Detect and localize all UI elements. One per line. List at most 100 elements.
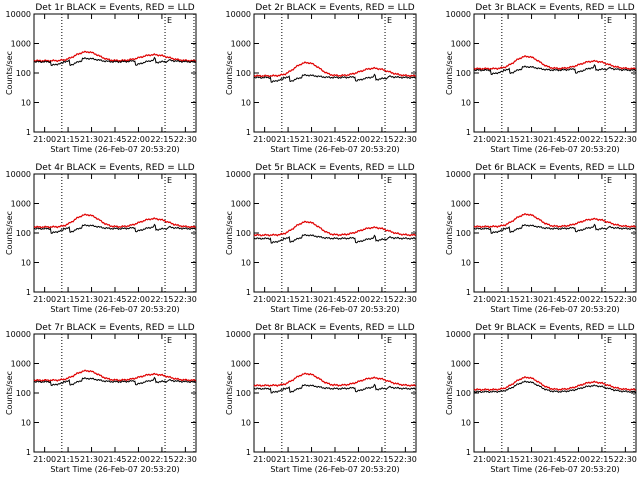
x-tick-label: 22:30 bbox=[614, 135, 637, 144]
x-tick-label: 22:00 bbox=[567, 295, 590, 304]
series-events-line bbox=[253, 383, 416, 394]
panel-det-1: Det 1r BLACK = Events, RED = LLD 1 10 100 10… bbox=[5, 3, 197, 154]
y-tick-label: 1 bbox=[246, 448, 251, 457]
panel-title: Det 7r BLACK = Events, RED = LLD bbox=[35, 323, 194, 333]
x-tick-label: 22:15 bbox=[590, 135, 613, 144]
series-lld-line bbox=[473, 55, 636, 71]
x-tick-label: 22:30 bbox=[394, 135, 417, 144]
x-tick-label: 21:30 bbox=[80, 135, 103, 144]
y-tick-label: 1000 bbox=[451, 200, 471, 209]
y-tick-label: 100 bbox=[236, 69, 251, 78]
series-events-line bbox=[473, 64, 636, 76]
x-tick-label: 21:15 bbox=[277, 135, 300, 144]
x-tick-label: 21:30 bbox=[300, 295, 323, 304]
x-tick-label: 21:15 bbox=[57, 135, 80, 144]
series-lld-line bbox=[473, 376, 636, 392]
y-axis-label: Counts/sec bbox=[225, 371, 234, 415]
series-events-line bbox=[253, 73, 416, 83]
x-tick-label: 21:15 bbox=[497, 295, 520, 304]
x-axis-label: Start Time (26-Feb-07 20:53:20) bbox=[490, 305, 619, 314]
x-tick-label: 21:45 bbox=[323, 455, 346, 464]
x-tick-label: 22:15 bbox=[370, 295, 393, 304]
y-tick-label: 10 bbox=[461, 419, 471, 428]
y-tick-label: 1 bbox=[466, 448, 471, 457]
y-tick-label: 1000 bbox=[11, 40, 31, 49]
x-tick-label: 21:30 bbox=[520, 455, 543, 464]
x-tick-label: 21:30 bbox=[80, 455, 103, 464]
x-tick-label: 21:15 bbox=[497, 135, 520, 144]
y-tick-label: 1 bbox=[246, 128, 251, 137]
y-tick-label: 100 bbox=[236, 229, 251, 238]
x-tick-label: 22:00 bbox=[347, 295, 370, 304]
x-tick-label: 21:30 bbox=[80, 295, 103, 304]
x-tick-label: 22:30 bbox=[174, 455, 197, 464]
y-tick-label: 10000 bbox=[6, 10, 31, 19]
plot-frame bbox=[33, 13, 197, 133]
y-tick-label: 10000 bbox=[446, 330, 471, 339]
y-tick-label: 10 bbox=[21, 419, 31, 428]
x-tick-label: 21:00 bbox=[473, 295, 496, 304]
y-tick-label: 1 bbox=[26, 288, 31, 297]
x-tick-label: 22:30 bbox=[614, 295, 637, 304]
y-tick-label: 10 bbox=[21, 259, 31, 268]
x-tick-label: 22:00 bbox=[127, 455, 150, 464]
panel-title: Det 8r BLACK = Events, RED = LLD bbox=[255, 323, 414, 333]
x-tick-label: 22:15 bbox=[150, 455, 173, 464]
y-tick-label: 10000 bbox=[446, 170, 471, 179]
x-tick-label: 21:45 bbox=[103, 135, 126, 144]
y-tick-label: 10000 bbox=[226, 170, 251, 179]
x-tick-label: 21:00 bbox=[253, 135, 276, 144]
y-axis-label: Counts/sec bbox=[5, 371, 14, 415]
x-tick-label: 21:00 bbox=[253, 295, 276, 304]
x-axis-label: Start Time (26-Feb-07 20:53:20) bbox=[50, 145, 179, 154]
series-lld-line bbox=[33, 369, 196, 382]
series-lld-line bbox=[473, 213, 636, 228]
x-tick-label: 22:30 bbox=[394, 295, 417, 304]
marker-label-E: E bbox=[167, 176, 172, 185]
x-tick-label: 21:00 bbox=[253, 455, 276, 464]
panel-det-3: Det 3r BLACK = Events, RED = LLD 1 10 100 10… bbox=[445, 3, 637, 154]
x-tick-label: 22:15 bbox=[150, 295, 173, 304]
x-tick-label: 21:45 bbox=[323, 295, 346, 304]
y-tick-label: 10 bbox=[241, 419, 251, 428]
plot-frame bbox=[473, 173, 637, 293]
y-axis-label: Counts/sec bbox=[445, 211, 454, 255]
y-tick-label: 1 bbox=[26, 448, 31, 457]
x-axis-label: Start Time (26-Feb-07 20:53:20) bbox=[50, 305, 179, 314]
x-tick-label: 22:15 bbox=[590, 295, 613, 304]
y-tick-label: 1000 bbox=[451, 360, 471, 369]
panel-det-6: Det 6r BLACK = Events, RED = LLD 1 10 100 10… bbox=[445, 163, 637, 314]
x-tick-label: 22:00 bbox=[127, 135, 150, 144]
y-tick-label: 10 bbox=[21, 99, 31, 108]
y-tick-label: 10 bbox=[461, 259, 471, 268]
series-lld-line bbox=[253, 220, 416, 237]
x-tick-label: 21:00 bbox=[33, 455, 56, 464]
y-tick-label: 100 bbox=[16, 229, 31, 238]
y-axis-label: Counts/sec bbox=[225, 211, 234, 255]
marker-label-E: E bbox=[167, 16, 172, 25]
y-tick-label: 10000 bbox=[226, 330, 251, 339]
x-axis-label: Start Time (26-Feb-07 20:53:20) bbox=[270, 145, 399, 154]
y-tick-label: 1 bbox=[466, 288, 471, 297]
marker-label-E: E bbox=[607, 336, 612, 345]
x-tick-label: 22:00 bbox=[347, 455, 370, 464]
plot-frame bbox=[33, 173, 197, 293]
y-axis-label: Counts/sec bbox=[445, 51, 454, 95]
y-axis-label: Counts/sec bbox=[445, 371, 454, 415]
plot-frame bbox=[253, 173, 417, 293]
y-tick-label: 10 bbox=[241, 259, 251, 268]
series-events-line bbox=[33, 223, 196, 234]
y-tick-label: 1000 bbox=[231, 360, 251, 369]
series-events-line bbox=[473, 223, 636, 234]
x-axis-label: Start Time (26-Feb-07 20:53:20) bbox=[490, 145, 619, 154]
series-lld-line bbox=[33, 50, 196, 63]
panel-title: Det 5r BLACK = Events, RED = LLD bbox=[255, 163, 414, 173]
y-tick-label: 100 bbox=[16, 389, 31, 398]
x-tick-label: 21:00 bbox=[33, 295, 56, 304]
panel-det-2: Det 2r BLACK = Events, RED = LLD 1 10 100 10… bbox=[225, 3, 417, 154]
panel-title: Det 9r BLACK = Events, RED = LLD bbox=[475, 323, 634, 333]
y-tick-label: 1000 bbox=[11, 200, 31, 209]
panel-title: Det 3r BLACK = Events, RED = LLD bbox=[475, 3, 634, 13]
x-tick-label: 21:45 bbox=[543, 135, 566, 144]
